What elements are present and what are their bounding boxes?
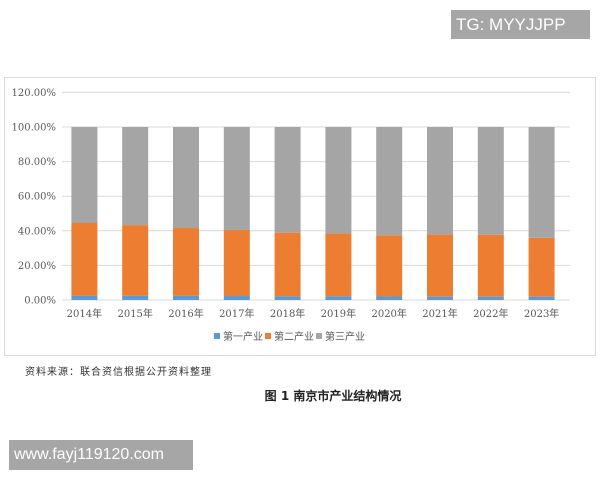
bar-segment-2 [427,234,453,297]
y-tick-label: 60.00% [18,192,56,203]
bar-group [376,127,403,300]
bar-segment-1 [427,296,453,300]
bar-group [427,127,453,300]
bar-segment-1 [274,296,301,300]
bar-segment-1 [71,295,98,300]
legend-label: 第三产业 [325,330,365,343]
y-tick-label: 20.00% [18,261,56,272]
y-tick-label: 0.00% [24,296,56,307]
y-tick-label: 40.00% [18,226,56,237]
x-tick-label: 2022年 [473,307,508,320]
bar-segment-2 [325,233,352,297]
bar-segment-3 [477,127,504,235]
bar-segment-3 [274,127,301,233]
bar-group [528,127,555,300]
bar-group [71,127,98,300]
x-tick-label: 2016年 [168,307,203,320]
x-tick-label: 2021年 [422,307,457,320]
bars [71,127,555,300]
y-axis-labels: 0.00% 20.00% 40.00% 60.00% 80.00% 100.00% 120.… [12,88,57,307]
x-tick-label: 2023年 [524,307,559,320]
bar-segment-2 [274,232,301,297]
bar-group [223,127,250,300]
bar-segment-2 [122,225,149,296]
bar-segment-3 [223,127,250,230]
figure-caption: 图 1 南京市产业结构情况 [264,389,402,403]
x-tick-label: 2015年 [117,307,152,320]
legend-swatch-icon [214,333,220,339]
stacked-bar-chart: 0.00% 20.00% 40.00% 60.00% 80.00% 100.00% 120.… [12,88,570,343]
x-tick-label: 2017年 [219,307,254,320]
bar-segment-2 [173,228,199,296]
bar-segment-3 [71,127,98,224]
bar-segment-1 [223,296,250,300]
bar-segment-2 [528,237,555,297]
bar-segment-2 [376,235,403,297]
bar-segment-3 [173,127,199,229]
legend-label: 第一产业 [223,330,263,343]
bar-group [173,127,199,300]
x-axis-labels: 2014年 2015年 2016年 2017年 2018年 2019年 2020年 2021年… [67,307,560,320]
bar-segment-2 [223,229,250,297]
bar-segment-1 [122,295,149,300]
bar-segment-2 [71,223,98,296]
bar-segment-1 [477,296,504,300]
bar-segment-1 [528,296,555,300]
watermark-bottom: www.fayj119120.com [9,440,193,470]
bar-segment-2 [477,234,504,297]
y-tick-label: 100.00% [12,123,57,134]
bar-segment-3 [427,127,453,235]
x-tick-label: 2020年 [371,307,406,320]
bar-segment-3 [325,127,352,234]
legend-label: 第二产业 [274,330,314,343]
bar-segment-3 [376,127,403,236]
x-tick-label: 2019年 [321,307,356,320]
bar-segment-1 [325,296,352,300]
legend: 第一产业 第二产业 第三产业 [214,330,365,343]
bar-segment-1 [376,296,403,300]
y-tick-label: 120.00% [12,88,57,99]
legend-swatch-icon [316,333,322,339]
watermark-top: TG: MYYJJPP [451,10,590,39]
chart-frame: 0.00% 20.00% 40.00% 60.00% 80.00% 100.00% 120.… [4,77,596,356]
bar-group [122,127,149,300]
source-note: 资料来源：联合资信根据公开资料整理 [25,367,212,378]
x-tick-label: 2014年 [67,307,102,320]
x-tick-label: 2018年 [270,307,305,320]
bar-group [325,127,352,300]
bar-segment-3 [122,127,149,226]
legend-swatch-icon [265,333,271,339]
bar-segment-3 [528,127,555,238]
bar-group [274,127,301,300]
bar-segment-1 [173,295,199,300]
bar-group [477,127,504,300]
y-tick-label: 80.00% [18,157,56,168]
